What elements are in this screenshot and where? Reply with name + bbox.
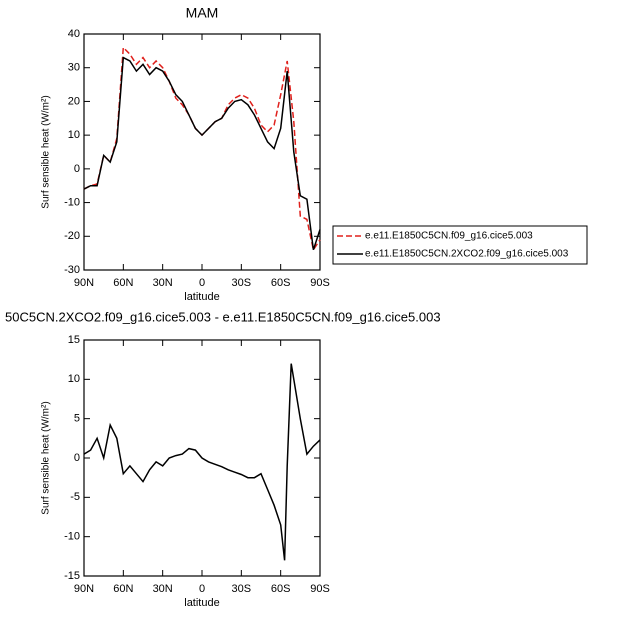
y-tick-label: 40 [68, 28, 80, 40]
y-tick-label: -30 [64, 264, 80, 276]
legend-box [332, 225, 588, 265]
y-tick-label: -20 [64, 230, 80, 242]
x-tick-label: 30N [153, 583, 173, 595]
legend-label: e.e11.E1850C5CN.2XCO2.f09_g16.cice5.003 [365, 249, 569, 260]
y-tick-label: 15 [68, 334, 80, 346]
x-tick-label: 60N [113, 583, 133, 595]
x-tick-label: 30S [232, 277, 252, 289]
x-axis-label: latitude [184, 597, 219, 609]
x-tick-label: 60S [271, 277, 291, 289]
y-tick-label: -10 [64, 531, 80, 543]
chart-title: 50C5CN.2XCO2.f09_g16.cice5.003 - e.e11.E… [5, 309, 441, 324]
y-tick-label: 30 [68, 62, 80, 74]
y-tick-label: -15 [64, 570, 80, 582]
x-tick-label: 30S [232, 583, 252, 595]
data-line [83, 363, 321, 561]
x-axis-label: latitude [184, 291, 219, 303]
x-tick-label: 90S [310, 277, 330, 289]
y-tick-label: 10 [68, 373, 80, 385]
x-tick-label: 0 [199, 277, 205, 289]
x-tick-label: 30N [153, 277, 173, 289]
legend-label: e.e11.E1850C5CN.f09_g16.cice5.003 [365, 231, 533, 242]
y-tick-label: 20 [68, 95, 80, 107]
x-tick-label: 0 [199, 583, 205, 595]
x-tick-label: 60S [271, 583, 291, 595]
x-tick-label: 60N [113, 277, 133, 289]
y-axis-label: Surf sensible heat (W/m²) [41, 401, 52, 514]
y-tick-label: -5 [70, 491, 80, 503]
y-axis-label: Surf sensible heat (W/m²) [41, 95, 52, 208]
x-tick-label: 90S [310, 583, 330, 595]
data-line [83, 56, 321, 251]
y-tick-label: 0 [74, 452, 80, 464]
x-tick-label: 90N [74, 583, 94, 595]
plot-frame [83, 33, 321, 271]
y-tick-label: 10 [68, 129, 80, 141]
chart-title: MAM [186, 5, 219, 21]
y-tick-label: 0 [74, 163, 80, 175]
y-tick-label: 5 [74, 413, 80, 425]
x-tick-label: 90N [74, 277, 94, 289]
y-tick-label: -10 [64, 196, 80, 208]
data-line [83, 45, 321, 252]
